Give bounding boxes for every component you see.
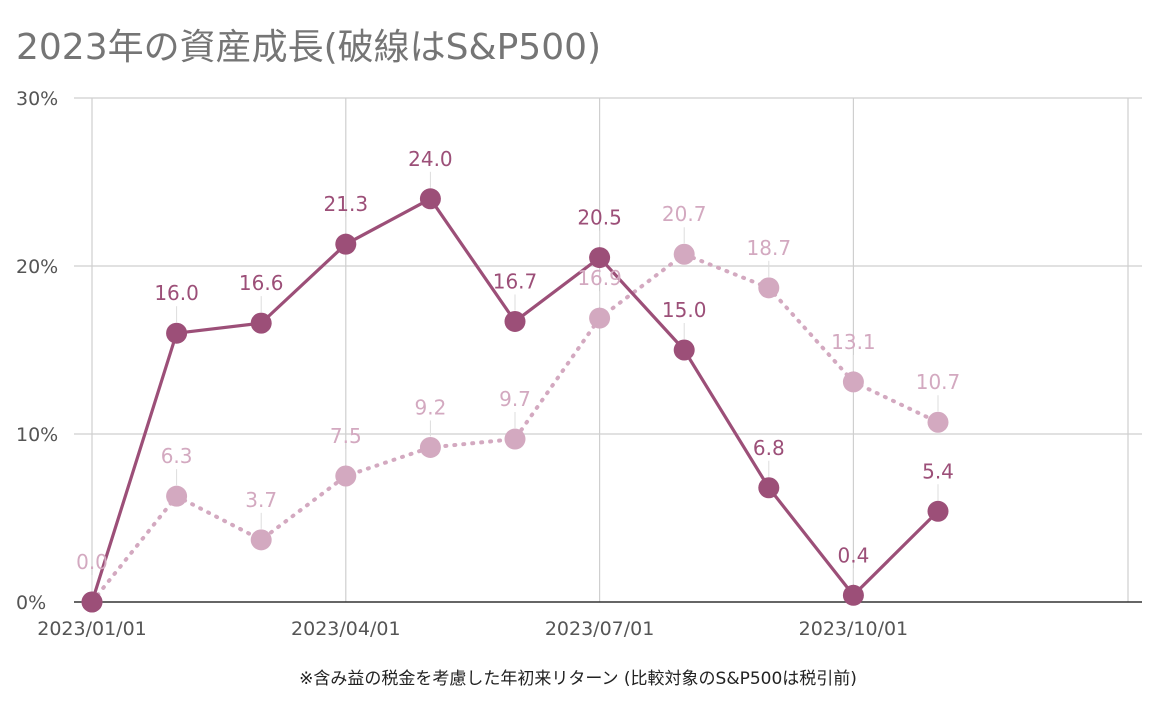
portfolio-data-point [927,500,949,522]
y-tick-label: 10% [16,424,58,446]
x-tick-label: 2023/01/01 [37,618,147,640]
sp500-series-line [90,252,940,604]
portfolio-data-label: 0.4 [837,543,869,567]
sp500-data-point [250,529,272,551]
portfolio-data-label: 6.8 [753,436,785,460]
portfolio-data-label: 16.7 [493,269,538,293]
portfolio-data-point [758,477,780,499]
sp500-data-point [419,436,441,458]
x-tick-label: 2023/10/01 [799,618,909,640]
sp500-data-label: 0.0 [76,550,108,574]
portfolio-data-label: 16.6 [239,271,284,295]
portfolio-data-label: 16.0 [154,281,199,305]
portfolio-data-label: 5.4 [922,459,954,483]
x-tick-label: 2023/07/01 [545,618,655,640]
portfolio-data-point [166,322,188,344]
sp500-data-label: 6.3 [161,444,193,468]
sp500-data-label: 9.7 [499,387,531,411]
sp500-data-point [166,485,188,507]
sp500-data-label: 16.9 [577,266,622,290]
sp500-data-label: 7.5 [330,424,362,448]
portfolio-data-label: 21.3 [324,192,369,216]
y-tick-label: 20% [16,256,58,278]
sp500-data-point [335,465,357,487]
portfolio-data-point [335,233,357,255]
sp500-data-point [504,428,526,450]
sp500-data-point [927,411,949,433]
portfolio-data-point [589,247,611,269]
chart-footnote: ※含み益の税金を考慮した年初来リターン (比較対象のS&P500は税引前) [299,669,857,689]
sp500-data-label: 20.7 [662,202,707,226]
portfolio-data-label: 20.5 [577,206,622,230]
series [81,188,949,613]
portfolio-data-point [250,312,272,334]
sp500-data-point [758,277,780,299]
data-labels: 16.0 16.6 21.3 24.0 16.7 20.5 15.0 6.8 0.4 5.4 0.0… [76,147,960,591]
portfolio-data-point [673,339,695,361]
sp500-data-label: 13.1 [831,330,876,354]
x-tick-label: 2023/04/01 [291,618,401,640]
axes: 0% 10% 20% 30% 2023/01/01 2023/04/01 2023/07/0… [16,88,1142,640]
portfolio-data-point [504,310,526,332]
sp500-data-label: 10.7 [916,370,961,394]
sp500-data-point [842,371,864,393]
y-tick-label: 0% [16,592,46,614]
portfolio-data-label: 15.0 [662,298,707,322]
chart-title: 2023年の資産成長(破線はS&P500) [16,27,602,68]
portfolio-data-point [81,591,103,613]
y-tick-label: 30% [16,88,58,110]
sp500-data-point [673,243,695,265]
portfolio-data-point [842,584,864,606]
portfolio-data-point [419,188,441,210]
sp500-data-label: 3.7 [245,488,277,512]
sp500-data-label: 18.7 [747,236,792,260]
sp500-data-point [589,307,611,329]
portfolio-data-label: 24.0 [408,147,453,171]
sp500-data-label: 9.2 [414,395,446,419]
